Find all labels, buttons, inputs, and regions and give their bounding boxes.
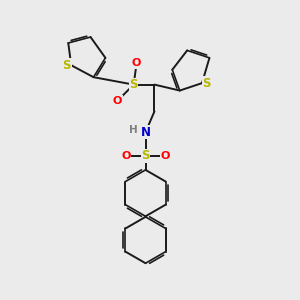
Text: O: O: [160, 151, 170, 161]
Text: O: O: [132, 58, 141, 68]
Text: S: S: [141, 149, 150, 162]
Text: O: O: [122, 151, 131, 161]
Text: S: S: [202, 76, 211, 90]
Text: N: N: [140, 126, 151, 139]
Text: O: O: [112, 96, 122, 106]
Text: S: S: [129, 78, 138, 91]
Text: H: H: [129, 125, 137, 135]
Text: S: S: [62, 59, 71, 72]
